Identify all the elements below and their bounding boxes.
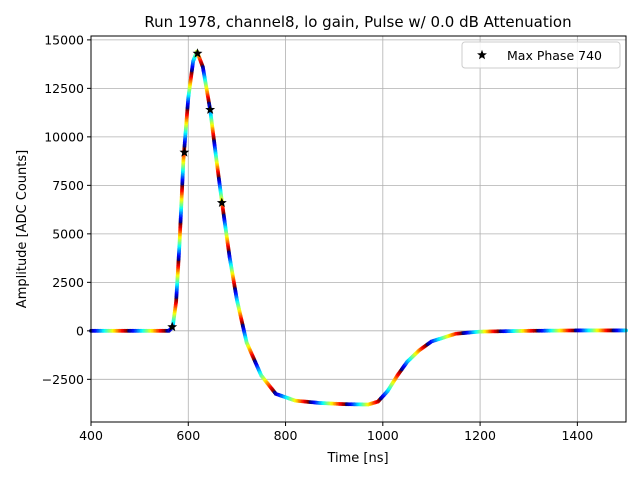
- x-tick-label: 600: [176, 428, 200, 443]
- y-tick-label: 12500: [44, 81, 84, 96]
- max-phase-star-marker: [205, 104, 216, 114]
- y-tick-label: 0: [76, 323, 84, 338]
- legend-box: [461, 41, 621, 69]
- max-phase-star-marker: [192, 48, 203, 58]
- legend-star: [477, 49, 487, 60]
- y-tick-label: 2500: [52, 275, 84, 290]
- y-axis-ticks: −2500 0 2500 5000 7500 10000 12500 15000: [42, 32, 91, 387]
- y-tick-label: 5000: [52, 226, 84, 241]
- plot-frame: [90, 35, 627, 423]
- max-phase-star-marker: [167, 321, 178, 332]
- waveform-points: [89, 49, 628, 407]
- max-phase-markers: [167, 48, 227, 332]
- x-tick-label: 1400: [561, 428, 593, 443]
- chart-title: Run 1978, channel8, lo gain, Pulse w/ 0.…: [144, 13, 571, 31]
- y-tick-label: 7500: [52, 178, 84, 193]
- y-tick-label: −2500: [42, 372, 84, 387]
- x-tick-label: 1200: [464, 428, 496, 443]
- y-tick-label: 15000: [44, 32, 84, 47]
- x-tick-label: 800: [274, 428, 298, 443]
- max-phase-star-marker: [216, 197, 227, 208]
- x-tick-label: 400: [79, 428, 103, 443]
- max-phase-star-marker: [179, 147, 190, 157]
- legend: Max Phase 740: [461, 41, 621, 69]
- grid: [90, 36, 626, 422]
- y-tick-label: 10000: [44, 129, 84, 144]
- x-axis-label: Time [ns]: [326, 451, 388, 466]
- x-axis-ticks: 400 600 800 1000 1200 1400: [79, 422, 593, 443]
- legend-star-icon: [477, 49, 487, 60]
- y-axis-label: Amplitude [ADC Counts]: [15, 150, 30, 308]
- legend-entry-label: Max Phase 740: [507, 48, 602, 63]
- x-tick-label: 1000: [367, 428, 399, 443]
